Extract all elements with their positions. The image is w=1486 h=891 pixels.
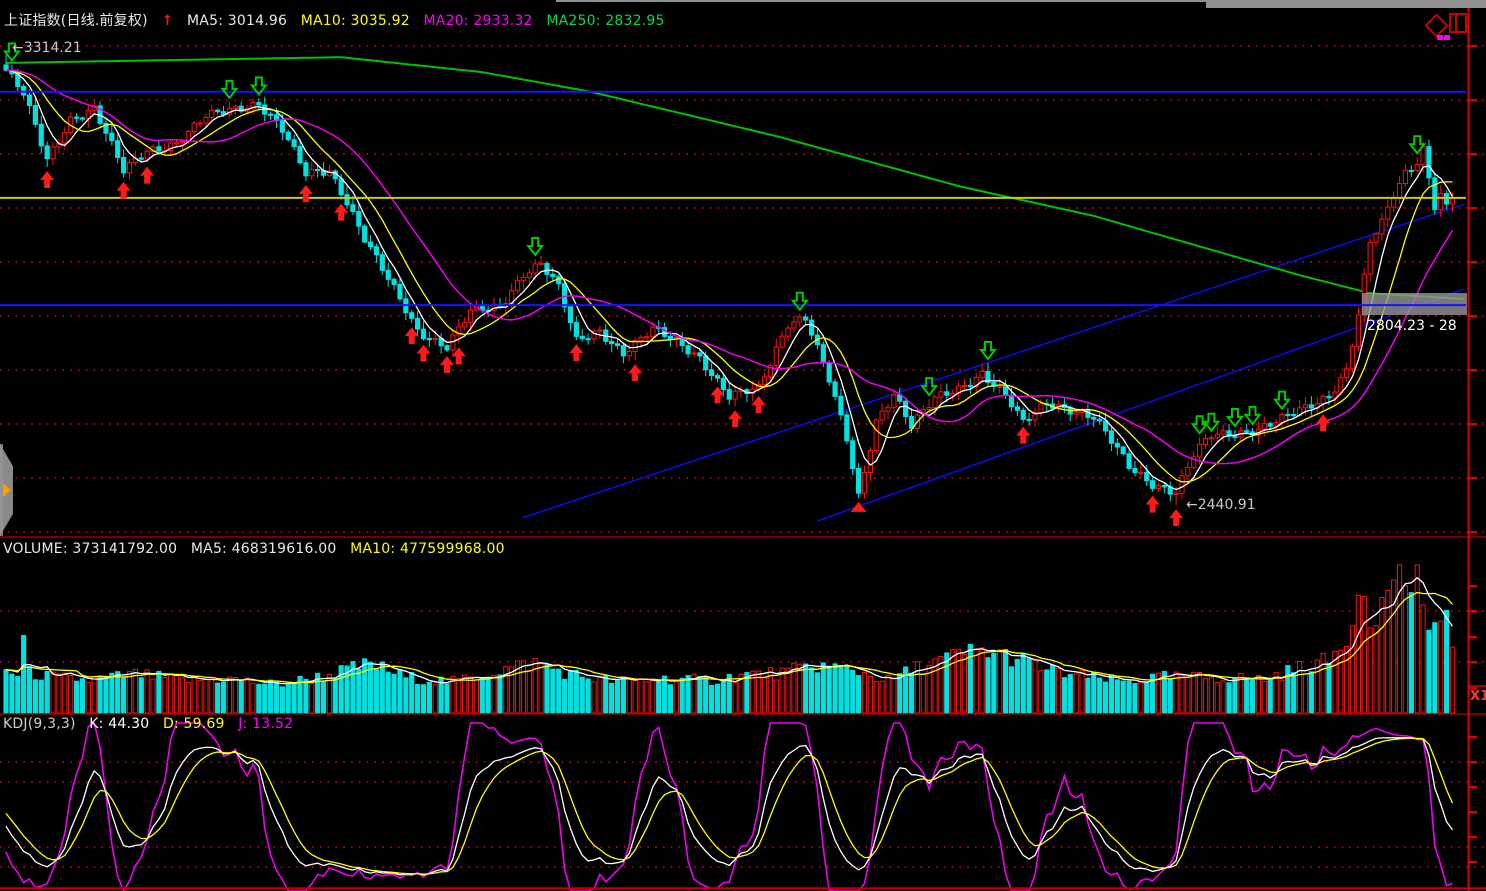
buy-signal-arrow xyxy=(40,170,55,188)
ma-lines xyxy=(5,69,1454,491)
buy-signal-arrow xyxy=(1169,509,1184,527)
low-price-label: ←2440.91 xyxy=(1186,497,1256,513)
trend-arrow-icon: ↑ xyxy=(161,13,174,29)
sell-signal-arrow xyxy=(1225,408,1244,428)
window-restore-icon[interactable] xyxy=(1449,13,1467,33)
sell-signal-arrow xyxy=(526,237,545,257)
magenta-marker-icon xyxy=(1437,35,1443,40)
signal-arrows xyxy=(2,42,1427,527)
sell-signal-arrow xyxy=(1408,135,1427,155)
buy-signal-marker xyxy=(850,501,867,512)
kdj-lines xyxy=(5,721,1454,891)
kdj-header: KDJ(9,3,3) K: 44.30 D: 59.69 J: 13.52 xyxy=(3,716,302,732)
volume-bars xyxy=(3,564,1456,714)
buy-signal-arrow xyxy=(569,344,584,362)
trend-lines xyxy=(523,203,1465,522)
kdj-j-readout: J: 13.52 xyxy=(238,716,294,732)
buy-signal-arrow xyxy=(451,347,466,365)
buy-signal-arrow xyxy=(298,184,313,202)
window-edge-strip xyxy=(556,0,1486,2)
ma20-readout: MA20: 2933.32 xyxy=(423,13,533,29)
magenta-marker-icon xyxy=(1444,35,1450,40)
ma250-readout: MA250: 2832.95 xyxy=(546,13,665,29)
kdj-k-readout: K: 44.30 xyxy=(89,716,150,732)
buy-signal-arrow xyxy=(440,356,454,374)
buy-signal-arrow xyxy=(140,166,155,184)
range-tooltip-box xyxy=(1362,293,1467,315)
expand-arrow-icon xyxy=(3,483,11,497)
sell-signal-arrow xyxy=(790,291,809,312)
buy-signal-arrow xyxy=(710,386,725,404)
ma10-readout: MA10: 3035.92 xyxy=(300,13,410,29)
range-tooltip-label: 2804.23 - 28 xyxy=(1367,318,1457,334)
main-chart-header: 上证指数(日线.前复权) ↑ MA5: 3014.96 MA10: 3035.9… xyxy=(4,10,674,30)
window-restore-icon-bar xyxy=(1455,15,1457,31)
level-lines xyxy=(0,90,1466,307)
high-price-label: ←3314.21 xyxy=(12,40,82,56)
sell-signal-arrow xyxy=(978,340,998,361)
volume-ma-lines xyxy=(5,576,1454,685)
kdj-d-readout: D: 59.69 xyxy=(162,716,225,732)
buy-signal-arrow xyxy=(1316,414,1331,432)
ma5-readout: MA5: 3014.96 xyxy=(187,13,288,29)
sell-signal-arrow xyxy=(1190,415,1209,435)
volume-ma10-readout: MA10: 477599968.00 xyxy=(350,541,505,557)
grid-lines xyxy=(0,45,1486,868)
sell-signal-arrow xyxy=(1272,390,1292,411)
buy-signal-arrow xyxy=(728,410,743,428)
sell-signal-arrow xyxy=(220,79,239,100)
zoom-scale-indicator: X1 xyxy=(1470,689,1486,704)
symbol-title: 上证指数(日线.前复权) xyxy=(4,13,148,29)
sell-signal-arrow xyxy=(1202,412,1221,433)
sell-signal-arrow xyxy=(920,377,939,397)
volume-header: VOLUME: 373141792.00 MA5: 468319616.00 M… xyxy=(3,541,514,557)
sell-signal-arrow xyxy=(2,42,21,63)
sell-signal-arrow xyxy=(249,76,268,97)
volume-ma5-readout: MA5: 468319616.00 xyxy=(190,541,337,557)
buy-signal-arrow xyxy=(1145,495,1160,513)
buy-signal-arrow xyxy=(628,364,643,382)
window-corner-strip xyxy=(1206,0,1486,8)
volume-readout: VOLUME: 373141792.00 xyxy=(3,541,178,557)
buy-signal-arrow xyxy=(334,203,349,221)
buy-signal-arrow xyxy=(1016,426,1031,444)
buy-signal-arrow xyxy=(404,327,419,345)
kdj-label: KDJ(9,3,3) xyxy=(3,716,76,732)
buy-signal-arrow xyxy=(116,181,131,199)
ma250-line xyxy=(5,56,1465,300)
buy-signal-arrow xyxy=(751,396,766,414)
sell-signal-arrow xyxy=(1243,405,1262,426)
side-panel-tab[interactable] xyxy=(0,444,13,536)
buy-signal-arrow xyxy=(416,344,431,362)
